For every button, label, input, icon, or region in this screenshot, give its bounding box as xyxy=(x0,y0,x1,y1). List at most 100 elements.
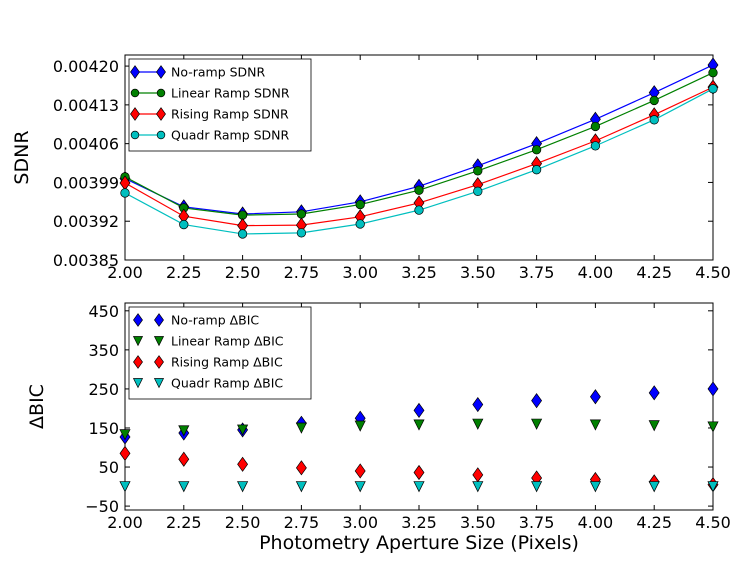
legend-marker xyxy=(133,355,143,369)
legend-marker xyxy=(132,378,144,389)
y-tick-label: 0.00413 xyxy=(53,96,119,115)
legend-marker xyxy=(156,88,166,98)
data-point xyxy=(531,418,543,430)
data-point xyxy=(354,420,366,432)
data-point xyxy=(355,219,365,229)
data-point xyxy=(472,418,484,430)
x-tick-label: 2.50 xyxy=(225,513,261,532)
y-tick-label: 0.00420 xyxy=(53,57,119,76)
data-point xyxy=(649,115,659,125)
data-point xyxy=(708,68,718,78)
sdnr-chart: 2.00 2.25 2.50 2.75 3.00 3.25 3.50 3.75 4.00 4.25… xyxy=(11,54,731,282)
x-tick-label: 2.00 xyxy=(107,513,143,532)
data-point xyxy=(707,381,719,397)
y-tick-label: 50 xyxy=(99,458,119,477)
legend-marker xyxy=(130,107,140,121)
data-point xyxy=(119,429,131,441)
data-point xyxy=(531,145,542,155)
data-point xyxy=(414,185,424,195)
data-point xyxy=(295,460,307,476)
legend-label: Quadr Ramp ΔBIC xyxy=(171,376,283,391)
data-point xyxy=(237,424,249,436)
x-tick-label: 3.25 xyxy=(401,263,437,282)
legend-marker xyxy=(156,65,166,79)
data-point xyxy=(531,481,543,493)
data-point xyxy=(295,422,307,434)
legend-marker xyxy=(156,130,166,140)
y-tick-label: 0.00385 xyxy=(53,251,119,270)
data-point xyxy=(648,420,660,432)
legend-label: No-ramp SDNR xyxy=(171,65,266,80)
y-tick-label: 0.00399 xyxy=(53,173,119,192)
x-tick-label: 3.50 xyxy=(460,513,496,532)
y-axis-title: ΔBIC xyxy=(26,384,48,429)
x-tick-label: 2.75 xyxy=(284,513,320,532)
x-tick-label: 4.00 xyxy=(578,263,614,282)
x-axis-title: Photometry Aperture Size (Pixels) xyxy=(259,532,579,554)
legend-label: Rising Ramp SDNR xyxy=(171,107,289,122)
series-3 xyxy=(120,84,718,239)
legend-marker xyxy=(130,65,140,79)
x-tick-label: 4.25 xyxy=(636,513,672,532)
legend-marker xyxy=(130,130,140,140)
data-point xyxy=(472,396,484,413)
legend-marker xyxy=(133,313,143,327)
y-tick-label: 0.00406 xyxy=(53,135,119,154)
y-tick-label: 450 xyxy=(88,302,119,321)
data-point xyxy=(413,402,425,419)
y-axis-title: SDNR xyxy=(11,130,33,184)
data-point xyxy=(707,421,719,433)
data-point xyxy=(296,209,307,219)
data-point xyxy=(119,481,131,493)
data-point xyxy=(295,481,307,493)
x-tick-label: 3.25 xyxy=(401,513,437,532)
y-tick-label: 0.00392 xyxy=(53,212,119,231)
x-tick-label: 3.75 xyxy=(519,513,555,532)
legend-marker xyxy=(132,336,144,347)
x-tick-label: 4.00 xyxy=(578,513,614,532)
data-point xyxy=(413,419,425,431)
data-point xyxy=(355,199,365,210)
data-point xyxy=(354,481,366,493)
series-1 xyxy=(119,418,719,441)
x-tick-label: 2.00 xyxy=(107,263,143,282)
data-point xyxy=(178,425,190,437)
series-1 xyxy=(120,68,718,220)
data-point xyxy=(648,385,660,401)
x-tick-label: 2.50 xyxy=(225,263,261,282)
y-tick-label: 350 xyxy=(88,341,119,360)
x-tick-label: 3.50 xyxy=(460,263,496,282)
data-point xyxy=(413,464,425,481)
x-tick-label: 2.75 xyxy=(284,263,320,282)
data-point xyxy=(531,393,543,409)
data-point xyxy=(473,186,483,196)
legend-marker xyxy=(153,378,165,389)
legend-label: Rising Ramp ΔBIC xyxy=(171,355,283,370)
data-point xyxy=(237,481,249,493)
data-point xyxy=(237,229,248,239)
series-3 xyxy=(119,481,719,493)
x-tick-label: 3.75 xyxy=(519,263,555,282)
data-point xyxy=(472,481,484,493)
data-point xyxy=(237,456,249,472)
data-point xyxy=(589,481,601,493)
data-point xyxy=(648,481,660,493)
data-point xyxy=(649,95,659,106)
legend-marker xyxy=(156,107,166,121)
data-point xyxy=(590,121,601,132)
data-point xyxy=(178,451,190,467)
delta-bic-chart: 2.00 2.25 2.50 2.75 3.00 3.25 3.50 3.75 4.00 4.25… xyxy=(26,302,731,554)
data-point xyxy=(120,188,130,198)
legend-marker xyxy=(154,355,164,369)
data-point xyxy=(296,228,307,238)
data-point xyxy=(590,141,601,151)
x-tick-label: 2.25 xyxy=(166,263,202,282)
data-point xyxy=(119,445,131,461)
y-tick-label: 150 xyxy=(88,419,119,438)
x-tick-label: 3.00 xyxy=(342,513,378,532)
legend-label: Linear Ramp SDNR xyxy=(171,86,290,101)
data-point xyxy=(589,419,601,431)
data-point xyxy=(589,389,601,405)
data-point xyxy=(179,219,189,230)
